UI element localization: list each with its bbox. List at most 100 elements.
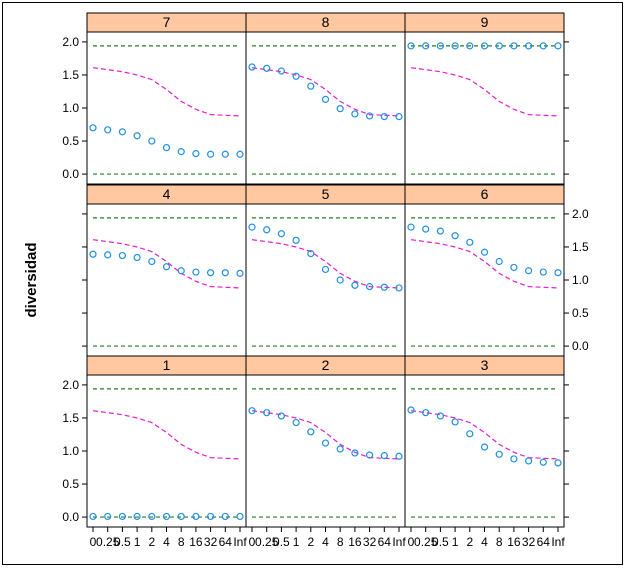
data-point bbox=[277, 230, 285, 238]
data-point bbox=[292, 72, 300, 80]
data-point bbox=[207, 269, 215, 277]
y-tick-label: 1.0 bbox=[62, 101, 79, 115]
y-tick-label: 0.5 bbox=[572, 306, 589, 320]
data-point bbox=[162, 263, 171, 271]
data-point bbox=[436, 412, 444, 420]
reference-curve bbox=[92, 239, 241, 289]
data-point bbox=[177, 512, 185, 521]
data-point bbox=[89, 124, 97, 132]
panel-plot-area bbox=[245, 374, 406, 528]
y-tick-label: 0.5 bbox=[62, 134, 79, 148]
y-tick-label: 2.0 bbox=[62, 35, 79, 49]
data-point bbox=[89, 512, 97, 521]
x-tick-label: 32 bbox=[204, 535, 218, 549]
x-tick-label: 8 bbox=[337, 535, 344, 549]
panel-strip-label: 5 bbox=[322, 186, 330, 202]
data-point bbox=[207, 150, 215, 158]
data-point bbox=[133, 132, 141, 140]
x-tick-label: 16 bbox=[189, 535, 203, 549]
data-point bbox=[104, 512, 112, 521]
data-point bbox=[407, 223, 415, 231]
data-point bbox=[162, 512, 171, 521]
panel-plot-area bbox=[86, 31, 247, 185]
y-tick-label: 0.0 bbox=[62, 167, 79, 181]
y-tick-label: 1.5 bbox=[62, 68, 79, 82]
data-point bbox=[118, 251, 127, 260]
data-point bbox=[177, 267, 185, 275]
x-tick-label: 0.5 bbox=[432, 535, 449, 549]
x-tick-label: Inf bbox=[392, 535, 406, 549]
panel-6: 6 bbox=[404, 184, 565, 357]
data-point bbox=[192, 150, 200, 158]
panel-1: 1 bbox=[86, 355, 247, 528]
data-point bbox=[466, 430, 474, 438]
data-point bbox=[248, 407, 256, 415]
x-tick-label: 2 bbox=[466, 535, 473, 549]
data-point bbox=[380, 452, 388, 460]
data-point bbox=[451, 232, 459, 240]
data-point bbox=[466, 238, 474, 246]
panel-strip-label: 8 bbox=[322, 14, 330, 30]
panel-strip-label: 6 bbox=[481, 186, 489, 202]
reference-curve bbox=[251, 410, 400, 460]
x-tick-label: Inf bbox=[233, 535, 247, 549]
data-point bbox=[366, 112, 374, 120]
x-tick-label: 32 bbox=[522, 535, 536, 549]
data-point bbox=[148, 257, 156, 266]
data-point bbox=[236, 512, 244, 521]
data-point bbox=[133, 512, 141, 521]
x-tick-label: 4 bbox=[322, 535, 329, 549]
data-point bbox=[380, 283, 388, 291]
data-point bbox=[351, 110, 359, 118]
data-point bbox=[192, 268, 200, 276]
data-point bbox=[321, 265, 330, 274]
reference-curve bbox=[92, 67, 241, 117]
panel-7: 7 bbox=[86, 12, 247, 185]
data-point bbox=[554, 459, 562, 467]
data-point bbox=[277, 67, 285, 75]
reference-curve bbox=[251, 67, 400, 117]
data-point bbox=[510, 42, 518, 50]
x-tick-label: 16 bbox=[507, 535, 521, 549]
data-point bbox=[480, 42, 489, 50]
data-point bbox=[524, 267, 533, 275]
data-point bbox=[480, 443, 489, 451]
panel-4: 4 bbox=[86, 184, 247, 357]
y-tick-label: 0.5 bbox=[62, 477, 79, 491]
data-point bbox=[524, 457, 533, 465]
data-point bbox=[104, 251, 112, 259]
data-point bbox=[104, 126, 112, 134]
panel-strip-label: 1 bbox=[163, 357, 171, 373]
x-tick-label: Inf bbox=[551, 535, 565, 549]
x-tick-label: 0.5 bbox=[114, 535, 131, 549]
y-tick-label: 1.5 bbox=[62, 411, 79, 425]
x-tick-label: 1 bbox=[134, 535, 141, 549]
data-point bbox=[336, 445, 344, 453]
panel-plot-area bbox=[86, 203, 247, 357]
data-point bbox=[148, 512, 156, 521]
data-point bbox=[554, 269, 562, 277]
data-point bbox=[148, 137, 156, 145]
x-tick-label: 64 bbox=[378, 535, 392, 549]
data-point bbox=[292, 236, 300, 244]
panel-plot-area bbox=[404, 203, 565, 357]
data-point bbox=[510, 263, 518, 272]
data-point bbox=[436, 227, 444, 235]
data-point bbox=[407, 42, 415, 50]
data-point bbox=[451, 42, 459, 50]
y-tick-label: 0.0 bbox=[62, 510, 79, 524]
data-point bbox=[118, 512, 127, 521]
x-tick-label: 2 bbox=[307, 535, 314, 549]
x-tick-label: 0.5 bbox=[273, 535, 290, 549]
data-point bbox=[395, 452, 403, 460]
x-tick-label: 64 bbox=[537, 535, 551, 549]
y-axis-label: diversidad bbox=[23, 242, 40, 317]
data-point bbox=[307, 82, 315, 90]
data-point bbox=[422, 225, 430, 233]
data-point bbox=[539, 42, 547, 50]
data-point bbox=[407, 406, 415, 414]
data-point bbox=[554, 42, 562, 50]
data-point bbox=[307, 249, 315, 258]
data-point bbox=[495, 257, 503, 266]
data-point bbox=[89, 250, 97, 258]
